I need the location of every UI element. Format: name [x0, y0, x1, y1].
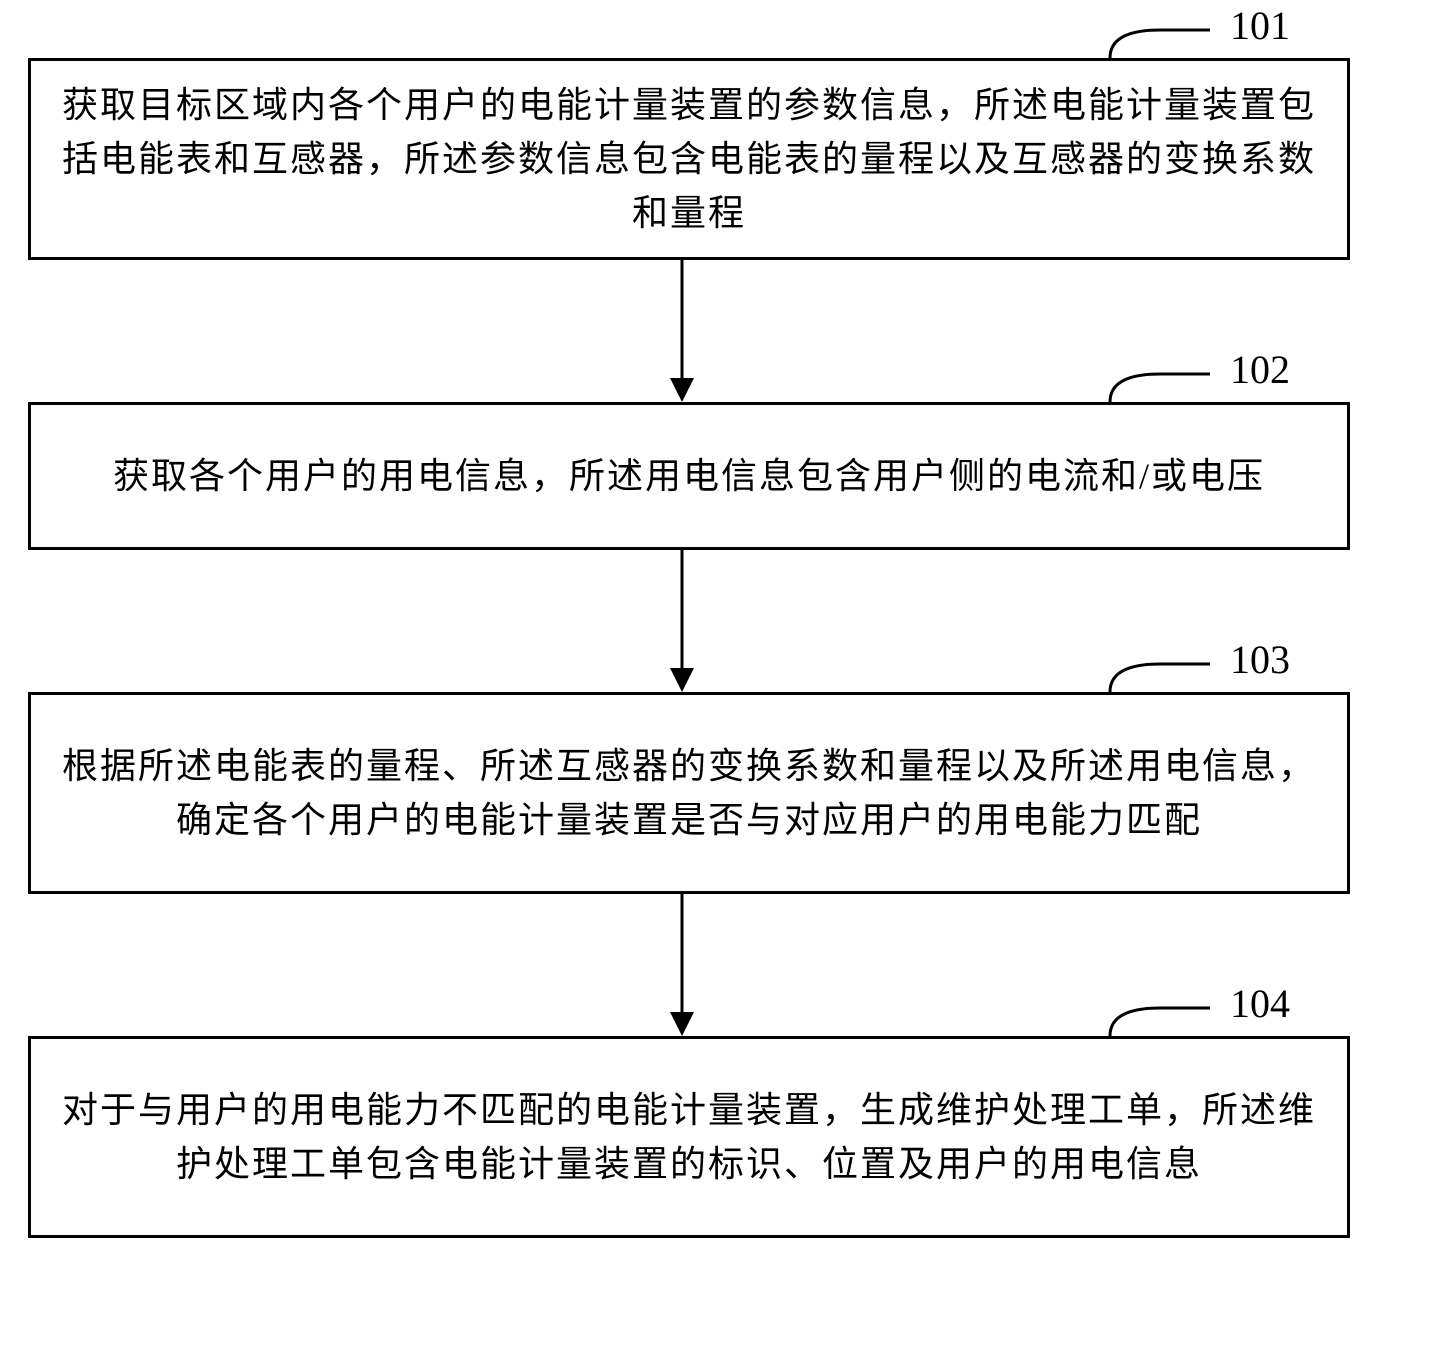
step-label-104: 104 [1230, 980, 1290, 1027]
flowchart-container: 101 获取目标区域内各个用户的电能计量装置的参数信息，所述电能计量装置包括电能… [0, 0, 1446, 1345]
step-box-104: 对于与用户的用电能力不匹配的电能计量装置，生成维护处理工单，所述维护处理工单包含… [28, 1036, 1350, 1238]
step-label-102: 102 [1230, 346, 1290, 393]
step-box-102: 获取各个用户的用电信息，所述用电信息包含用户侧的电流和/或电压 [28, 402, 1350, 550]
step-box-103: 根据所述电能表的量程、所述互感器的变换系数和量程以及所述用电信息，确定各个用户的… [28, 692, 1350, 894]
step-text-101: 获取目标区域内各个用户的电能计量装置的参数信息，所述电能计量装置包括电能表和互感… [61, 78, 1317, 240]
step-label-101: 101 [1230, 2, 1290, 49]
step-box-101: 获取目标区域内各个用户的电能计量装置的参数信息，所述电能计量装置包括电能表和互感… [28, 58, 1350, 260]
step-text-103: 根据所述电能表的量程、所述互感器的变换系数和量程以及所述用电信息，确定各个用户的… [61, 739, 1317, 847]
step-text-102: 获取各个用户的用电信息，所述用电信息包含用户侧的电流和/或电压 [113, 449, 1265, 503]
step-label-103: 103 [1230, 636, 1290, 683]
step-text-104: 对于与用户的用电能力不匹配的电能计量装置，生成维护处理工单，所述维护处理工单包含… [61, 1083, 1317, 1191]
